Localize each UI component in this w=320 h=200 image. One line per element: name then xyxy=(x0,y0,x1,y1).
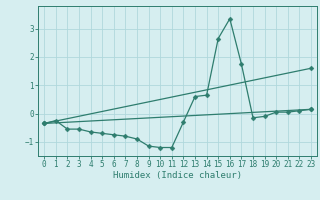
X-axis label: Humidex (Indice chaleur): Humidex (Indice chaleur) xyxy=(113,171,242,180)
